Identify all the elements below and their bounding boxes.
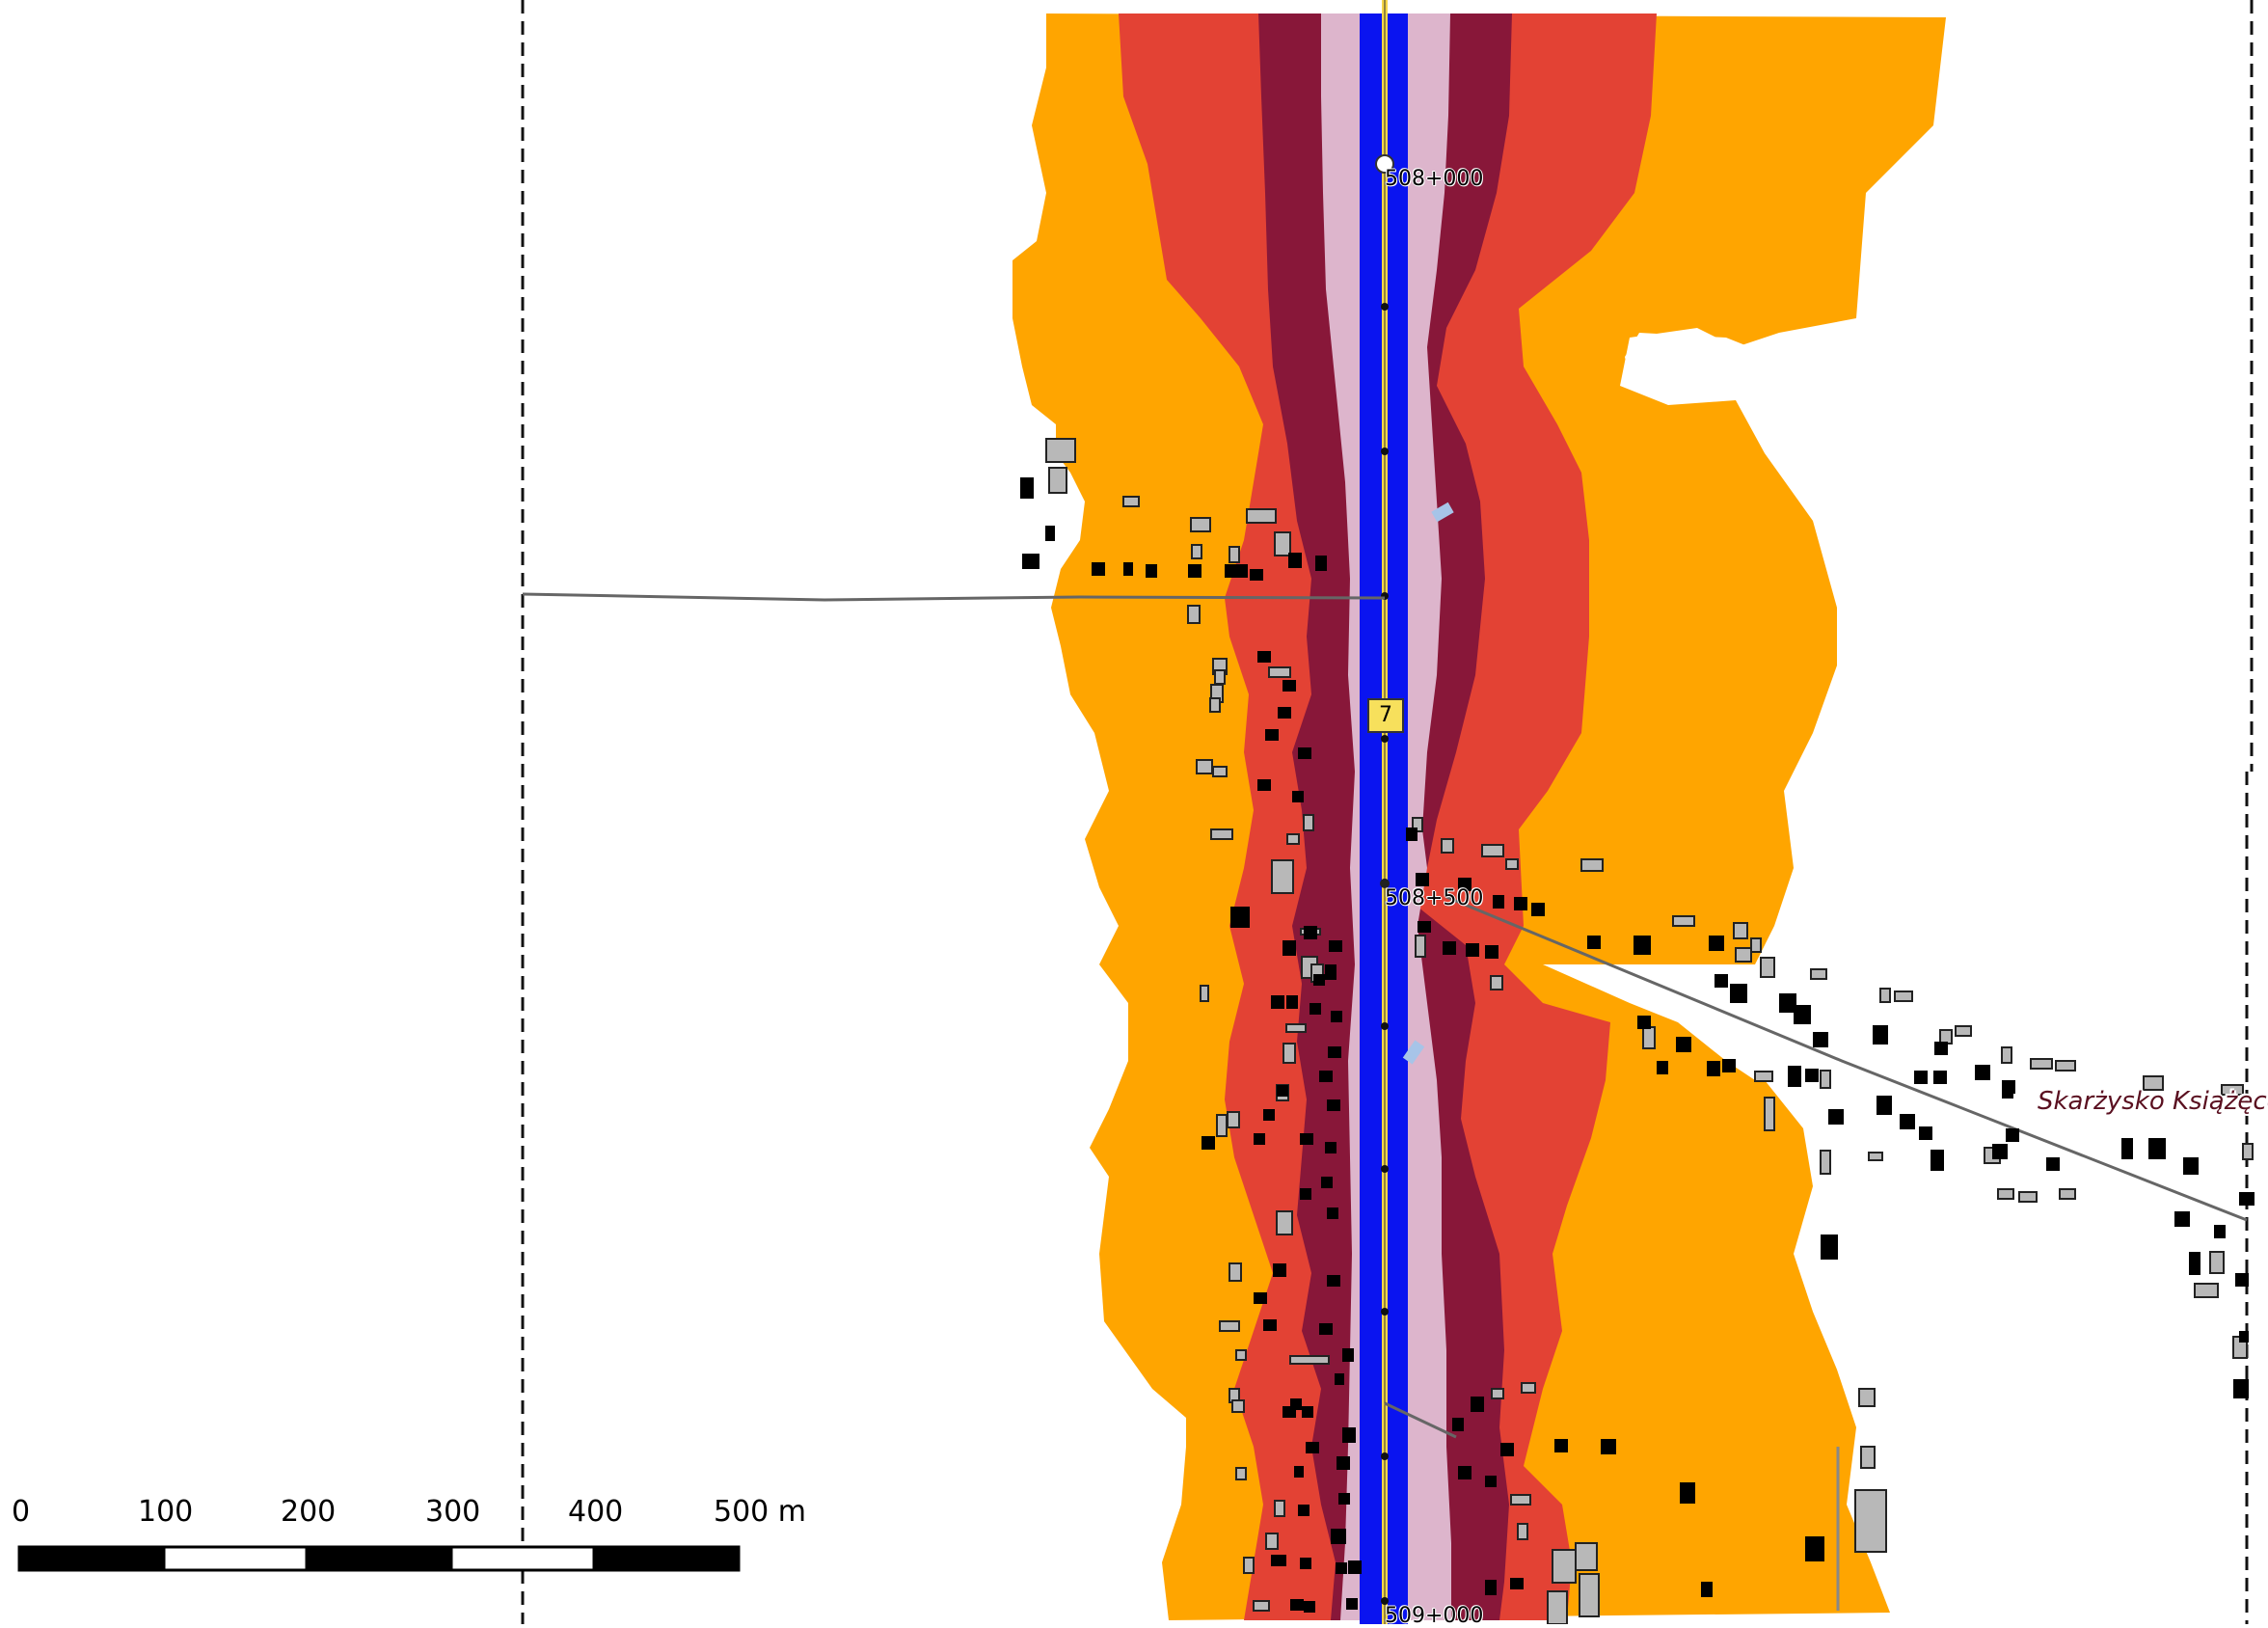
scale-bar — [17, 1545, 741, 1572]
place-name-label: Skarżysko Książęce — [2038, 1087, 2268, 1116]
scale-tick-0: 0 — [12, 1495, 31, 1529]
water-feature — [1402, 1040, 1425, 1065]
km-marker-508000 — [1375, 154, 1394, 174]
chainage-label-508500: 508+500 — [1385, 886, 1484, 910]
clear-area — [1625, 333, 1774, 395]
scale-tick-500: 500 m — [714, 1495, 807, 1529]
km-marker-508500 — [1380, 879, 1390, 888]
buildings-grey — [1045, 438, 2254, 1624]
buildings-black — [1020, 477, 2254, 1613]
chainage-label-508000: 508+000 — [1385, 167, 1484, 191]
road-chainage-dots — [1381, 303, 1389, 1605]
scale-tick-100: 100 — [138, 1495, 194, 1529]
chainage-label-509000: 509+000 — [1385, 1604, 1484, 1628]
scale-tick-200: 200 — [281, 1495, 337, 1529]
side-road-west — [522, 592, 1386, 602]
side-road-south — [1384, 1401, 1457, 1439]
scale-tick-400: 400 — [568, 1495, 624, 1529]
side-road-east — [1445, 895, 2248, 1222]
road-number-shield: 7 — [1367, 698, 1404, 733]
water-feature — [1431, 502, 1454, 523]
scale-tick-300: 300 — [425, 1495, 481, 1529]
